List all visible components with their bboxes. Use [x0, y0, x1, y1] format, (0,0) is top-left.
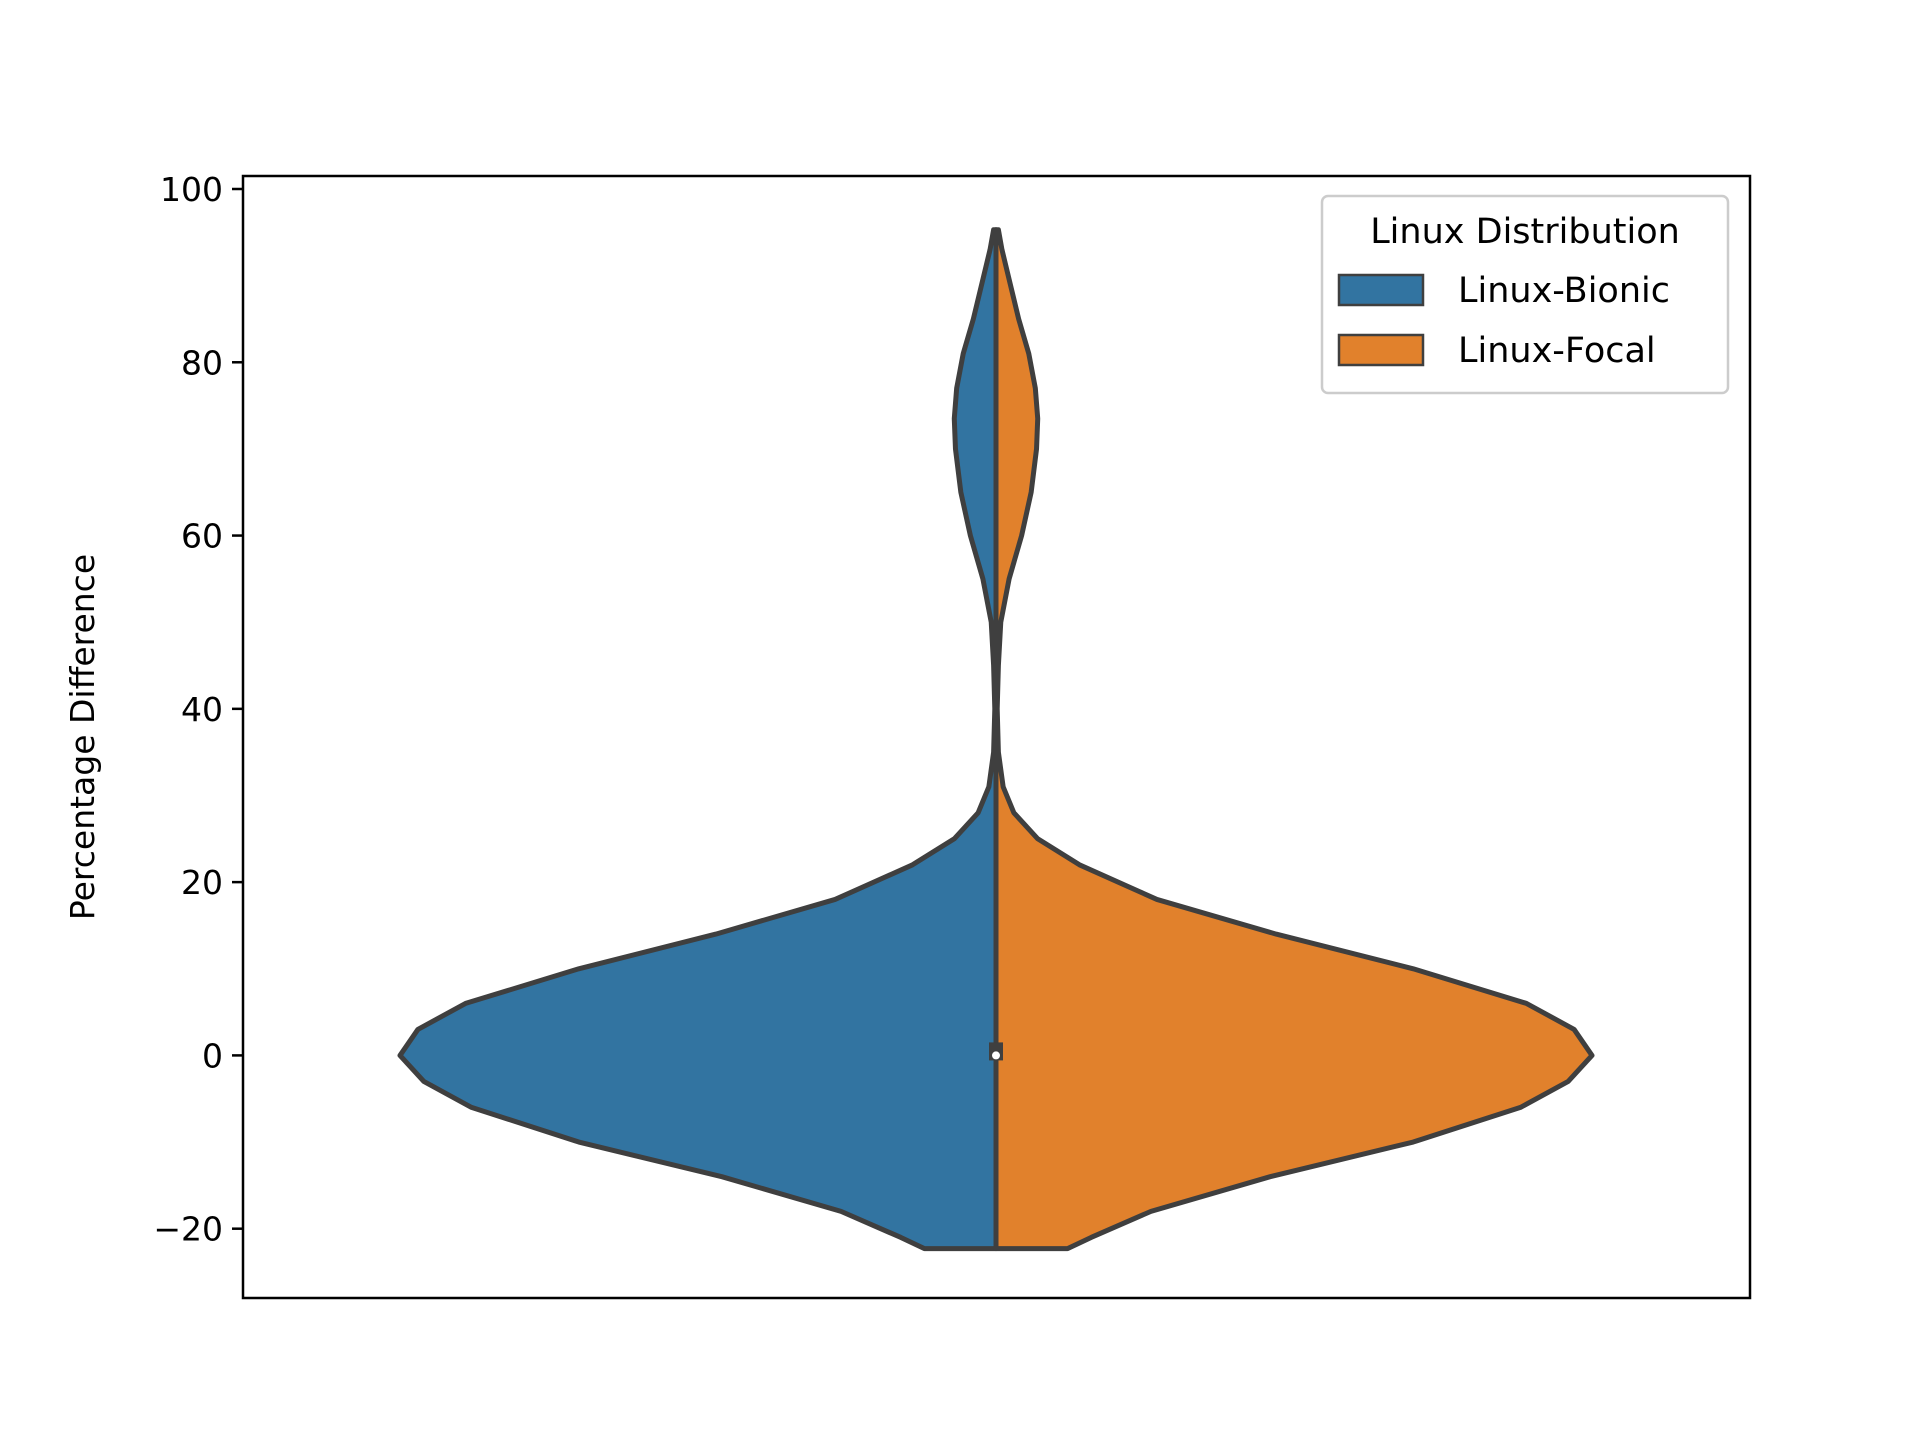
legend-entry-label: Linux-Focal — [1458, 331, 1656, 371]
legend-swatch — [1337, 273, 1425, 307]
plot-frame — [241, 174, 1752, 1300]
violin-group — [397, 227, 1595, 1252]
inner-box-group — [989, 1042, 1003, 1061]
violin-half-linux-bionic — [397, 227, 999, 1252]
y-axis-label: Percentage Difference — [63, 554, 102, 920]
legend-swatch — [1337, 333, 1425, 367]
y-tick-label: 0 — [202, 1036, 223, 1075]
y-tick-label: 80 — [181, 343, 223, 382]
y-tick-label: 100 — [160, 170, 223, 209]
y-axis: −20 0 20 40 60 80 100 — [153, 170, 243, 1249]
y-tick-label: 60 — [181, 517, 223, 556]
y-tick-label: 20 — [181, 863, 223, 902]
y-tick-label: 40 — [181, 690, 223, 729]
legend-title: Linux Distribution — [1370, 212, 1680, 252]
violin-half-linux-focal — [993, 227, 1595, 1252]
median-marker — [992, 1051, 1000, 1060]
legend-entry-label: Linux-Bionic — [1458, 271, 1670, 311]
legend: Linux Distribution Linux-Bionic Linux-Foc… — [1320, 194, 1730, 395]
y-tick-label: −20 — [153, 1210, 223, 1249]
